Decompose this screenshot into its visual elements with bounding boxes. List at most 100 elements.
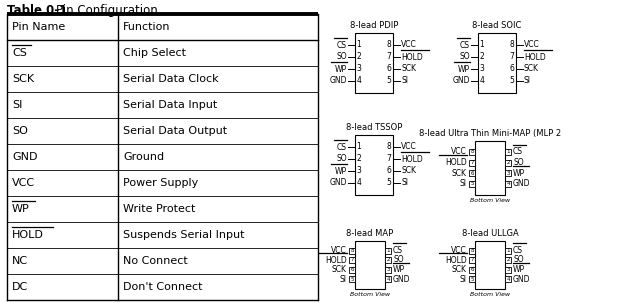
Text: VCC: VCC xyxy=(331,246,347,255)
Text: 8-lead ULLGA: 8-lead ULLGA xyxy=(462,229,518,238)
Text: HOLD: HOLD xyxy=(325,256,347,265)
Text: 2: 2 xyxy=(506,160,510,165)
Bar xyxy=(505,160,511,166)
Bar xyxy=(505,257,511,263)
Text: 4: 4 xyxy=(480,76,485,85)
Text: 6: 6 xyxy=(470,171,474,176)
Text: 1: 1 xyxy=(506,248,510,253)
Bar xyxy=(469,267,475,273)
Bar xyxy=(385,267,391,273)
Text: 4: 4 xyxy=(506,181,510,186)
Text: CS: CS xyxy=(393,246,403,255)
Bar xyxy=(385,276,391,282)
Text: Chip Select: Chip Select xyxy=(123,48,186,58)
Text: CS: CS xyxy=(513,147,523,156)
Text: 8: 8 xyxy=(470,149,474,154)
Text: 8-lead PDIP: 8-lead PDIP xyxy=(350,21,398,30)
Bar xyxy=(478,33,516,93)
Text: 8-lead MAP: 8-lead MAP xyxy=(347,229,394,238)
Text: GND: GND xyxy=(452,76,470,85)
Bar xyxy=(475,241,505,289)
Text: 8-lead TSSOP: 8-lead TSSOP xyxy=(346,123,402,132)
Text: 3: 3 xyxy=(480,64,485,73)
Text: SO: SO xyxy=(513,158,524,167)
Bar xyxy=(355,135,393,195)
Text: 7: 7 xyxy=(509,52,514,61)
Text: 8-lead Ultra Thin Mini-MAP (MLP 2: 8-lead Ultra Thin Mini-MAP (MLP 2 xyxy=(419,129,561,138)
Bar xyxy=(349,267,355,273)
Bar xyxy=(469,170,475,176)
Bar xyxy=(505,276,511,282)
Text: WP: WP xyxy=(12,204,30,214)
Text: Bottom View: Bottom View xyxy=(470,198,510,203)
Text: SO: SO xyxy=(513,255,524,265)
Text: WP: WP xyxy=(335,167,347,175)
Text: No Connect: No Connect xyxy=(123,256,188,266)
Bar xyxy=(349,248,355,254)
Text: HOLD: HOLD xyxy=(12,230,44,240)
Text: 4: 4 xyxy=(357,76,361,85)
Text: SI: SI xyxy=(401,178,408,187)
Bar xyxy=(469,149,475,155)
Text: 1: 1 xyxy=(386,248,390,253)
Text: 1: 1 xyxy=(357,40,361,49)
Text: SO: SO xyxy=(336,154,347,163)
Bar xyxy=(469,276,475,282)
Text: 1: 1 xyxy=(480,40,484,49)
Bar xyxy=(505,181,511,187)
Text: HOLD: HOLD xyxy=(524,52,546,62)
Text: Serial Data Input: Serial Data Input xyxy=(123,100,217,110)
Text: Serial Data Output: Serial Data Output xyxy=(123,126,227,136)
Text: 8: 8 xyxy=(387,142,391,151)
Text: WP: WP xyxy=(513,265,525,274)
Text: 5: 5 xyxy=(470,277,474,281)
Text: SI: SI xyxy=(12,100,22,110)
Text: HOLD: HOLD xyxy=(445,256,467,265)
Text: SI: SI xyxy=(460,179,467,188)
Text: GND: GND xyxy=(329,76,347,85)
Text: 5: 5 xyxy=(387,178,391,187)
Text: 8: 8 xyxy=(470,248,474,253)
Text: VCC: VCC xyxy=(12,178,35,188)
Text: Bottom View: Bottom View xyxy=(470,292,510,297)
Text: 3: 3 xyxy=(357,166,361,175)
Bar xyxy=(349,276,355,282)
Text: 5: 5 xyxy=(350,277,353,281)
Text: SCK: SCK xyxy=(12,74,34,84)
Text: Pin Name: Pin Name xyxy=(12,22,65,32)
Text: SCK: SCK xyxy=(401,64,416,73)
Bar xyxy=(469,181,475,187)
Text: 2: 2 xyxy=(480,52,484,61)
Text: SI: SI xyxy=(401,76,408,85)
Text: CS: CS xyxy=(513,246,523,255)
Bar xyxy=(469,257,475,263)
Text: VCC: VCC xyxy=(401,40,417,49)
Bar xyxy=(385,257,391,263)
Text: 2: 2 xyxy=(357,154,361,163)
Text: 1: 1 xyxy=(357,142,361,151)
Text: WP: WP xyxy=(393,265,405,274)
Text: Serial Data Clock: Serial Data Clock xyxy=(123,74,219,84)
Text: Don't Connect: Don't Connect xyxy=(123,282,202,292)
Text: 6: 6 xyxy=(509,64,514,73)
Bar xyxy=(355,241,385,289)
Text: 7: 7 xyxy=(350,258,353,262)
Text: 8-lead SOIC: 8-lead SOIC xyxy=(472,21,522,30)
Text: GND: GND xyxy=(513,179,530,188)
Text: 6: 6 xyxy=(470,267,474,272)
Text: 2: 2 xyxy=(386,258,390,262)
Text: Power Supply: Power Supply xyxy=(123,178,198,188)
Text: CS: CS xyxy=(12,48,27,58)
Text: Function: Function xyxy=(123,22,170,32)
Bar xyxy=(505,149,511,155)
Text: 5: 5 xyxy=(387,76,391,85)
Text: Bottom View: Bottom View xyxy=(350,292,390,297)
Text: Table 0-1.: Table 0-1. xyxy=(7,4,72,17)
Text: SI: SI xyxy=(340,275,347,284)
Text: HOLD: HOLD xyxy=(445,158,467,167)
Text: 4: 4 xyxy=(506,277,510,281)
Text: 1: 1 xyxy=(506,149,510,154)
Text: GND: GND xyxy=(12,152,38,162)
Bar xyxy=(505,170,511,176)
Text: SCK: SCK xyxy=(452,168,467,178)
